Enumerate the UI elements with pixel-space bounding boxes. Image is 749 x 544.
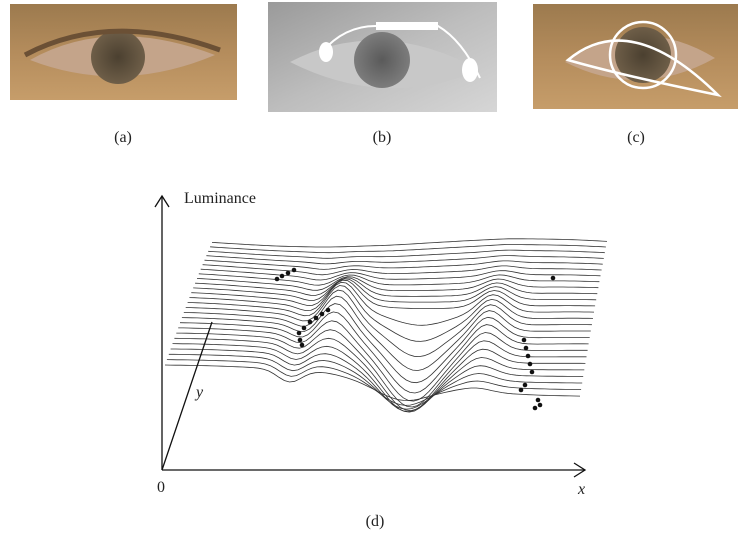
surface-line: [174, 337, 586, 412]
feature-point: [279, 273, 285, 279]
feature-point: [521, 337, 527, 343]
surface-line: [193, 278, 597, 303]
surface-line: [196, 276, 599, 292]
feature-point: [299, 342, 305, 348]
panel-label: (d): [366, 513, 385, 530]
surface-line: [200, 268, 601, 281]
panel-label: (c): [627, 129, 645, 146]
surface-line: [176, 329, 587, 408]
y-axis-label: y: [194, 384, 204, 401]
surface-line: [189, 281, 595, 326]
feature-point: [291, 267, 297, 273]
surface-line: [202, 264, 602, 276]
feature-point: [518, 387, 524, 393]
surface-line: [170, 348, 584, 413]
eye-image-c: [533, 4, 738, 109]
surface-line: [166, 359, 582, 406]
panel-label: (b): [373, 129, 392, 146]
feature-point: [301, 325, 307, 331]
surface-line: [206, 255, 604, 265]
surface-line: [168, 353, 583, 410]
feature-point: [325, 307, 331, 313]
feature-point: [527, 361, 533, 367]
surface-line: [208, 249, 605, 259]
surface-line: [198, 273, 600, 286]
feature-point: [525, 353, 531, 359]
surface-line: [172, 343, 585, 413]
feature-point: [532, 405, 538, 411]
feature-point: [296, 330, 302, 336]
surface-line: [204, 259, 603, 270]
feature-point: [319, 311, 325, 317]
surface-line: [211, 238, 608, 248]
feature-point: [285, 270, 291, 276]
feature-point: [537, 402, 543, 408]
feature-point: [535, 397, 541, 403]
feature-point: [274, 276, 280, 282]
surface-line: [195, 277, 598, 297]
surface-line: [181, 303, 590, 384]
surface-line: [183, 295, 591, 371]
feature-point: [523, 345, 529, 351]
surface-line: [164, 364, 581, 401]
feature-point: [313, 315, 319, 321]
x-axis-label: x: [577, 481, 585, 498]
surface-line: [178, 320, 588, 402]
surface-line: [185, 289, 592, 358]
feature-point: [297, 337, 303, 343]
panel-label: (a): [114, 129, 132, 146]
surface-line: [187, 285, 594, 342]
axes: [154, 194, 587, 478]
feature-point: [529, 369, 535, 375]
luminance-surface: [164, 238, 608, 413]
surface-line: [179, 311, 589, 394]
feature-point: [522, 382, 528, 388]
surface-line: [210, 244, 606, 254]
feature-point: [550, 275, 556, 281]
feature-point: [307, 319, 313, 325]
surface-line: [191, 279, 596, 310]
eye-image-a: [10, 4, 237, 100]
origin-label: 0: [157, 479, 165, 496]
z-axis-label: Luminance: [184, 190, 256, 207]
eye-image-b: [268, 2, 497, 112]
